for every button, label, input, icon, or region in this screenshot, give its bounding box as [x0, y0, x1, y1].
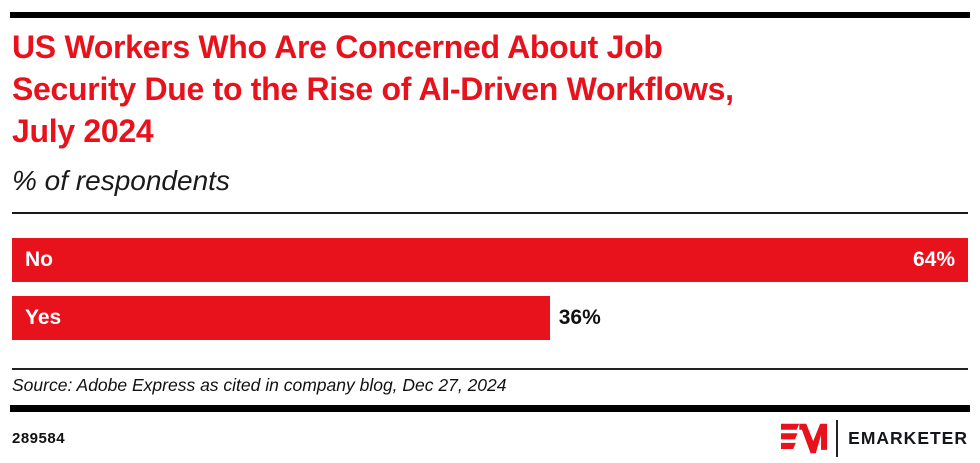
bar-category-label: Yes — [25, 306, 62, 329]
emarketer-monogram-icon — [781, 423, 828, 453]
subtitle-divider-rule — [12, 212, 968, 214]
bar-row-no: No 64% — [12, 238, 968, 282]
chart-title-line-1: US Workers Who Are Concerned About Job — [12, 29, 663, 65]
bar-category-label: No — [25, 248, 53, 271]
chart-title-line-3: July 2024 — [12, 113, 154, 149]
bottom-divider-rule — [10, 405, 970, 412]
chart-title-line-2: Security Due to the Rise of AI-Driven Wo… — [12, 71, 734, 107]
bar-value-label: 64% — [912, 248, 955, 271]
bar-no: No 64% — [12, 238, 968, 282]
bar-chart: No 64% Yes 36% — [12, 238, 968, 341]
chart-subtitle: % of respondents — [12, 165, 230, 196]
logo-divider — [836, 419, 839, 457]
chart-title: US Workers Who Are Concerned About Job S… — [12, 26, 968, 152]
source-divider-rule — [12, 368, 968, 370]
emarketer-wordmark: EMARKETER — [848, 427, 968, 448]
source-note: Source: Adobe Express as cited in compan… — [12, 375, 507, 395]
bar-yes: Yes — [12, 296, 550, 340]
chart-id: 289584 — [12, 429, 66, 447]
emarketer-logo: EMARKETER — [781, 419, 968, 458]
top-divider-rule — [10, 12, 970, 18]
bar-value-label: 36% — [558, 306, 601, 329]
footer: 289584 EMARKETER — [12, 417, 968, 459]
bar-row-yes: Yes 36% — [12, 296, 968, 340]
